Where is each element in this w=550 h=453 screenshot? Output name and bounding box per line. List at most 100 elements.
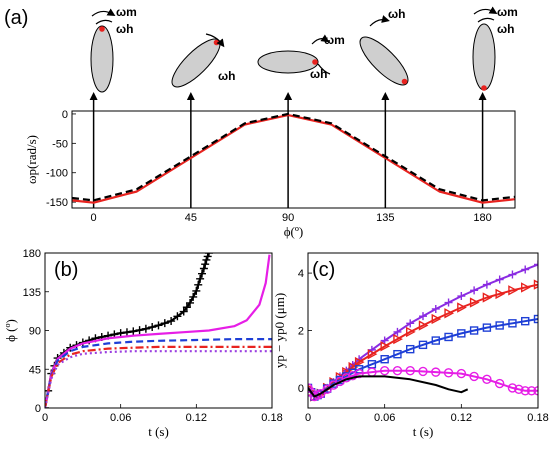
y-axis-label: ϕ (º)	[3, 319, 18, 342]
data-point	[521, 316, 530, 326]
y-tick-label: 0	[298, 383, 304, 395]
data-point	[201, 260, 210, 269]
data-point	[380, 355, 389, 364]
data-point	[444, 308, 455, 319]
data-point	[457, 302, 467, 313]
x-axis-label: ϕ(º)	[284, 224, 304, 239]
y-axis-label: yp − yp0 (μm)	[272, 293, 287, 368]
data-point	[406, 326, 416, 338]
data-point	[194, 280, 203, 289]
data-point	[482, 323, 492, 332]
data-point	[379, 365, 390, 376]
particle-ellipse	[359, 36, 409, 86]
data-point	[482, 374, 492, 384]
data-point	[526, 386, 537, 396]
data-point	[444, 332, 453, 342]
series-line	[308, 375, 469, 398]
data-point	[418, 320, 429, 331]
data-point	[494, 378, 505, 389]
x-tick-label: 45	[185, 212, 197, 224]
data-point	[148, 323, 157, 332]
x-tick-label: 90	[282, 212, 294, 224]
data-point	[431, 336, 440, 345]
data-point	[533, 386, 538, 396]
particle-ellipse	[171, 38, 221, 88]
panel-c-label: (c)	[312, 259, 335, 281]
series-line	[45, 345, 272, 408]
x-tick-label: 0.12	[186, 412, 207, 424]
data-point	[167, 317, 176, 326]
data-point	[520, 386, 530, 396]
omega-h-label: ωh	[388, 7, 405, 21]
data-point	[469, 297, 480, 308]
y-tick-label: -100	[46, 168, 68, 180]
data-point	[354, 368, 364, 379]
particle-ellipse	[257, 50, 319, 74]
data-point	[418, 340, 428, 350]
data-point	[521, 265, 530, 274]
data-point	[469, 326, 479, 335]
omega-m-label: ωm	[116, 5, 137, 19]
omega-m-label: ωm	[324, 33, 345, 47]
x-tick-label: 0	[305, 412, 311, 424]
data-point	[418, 366, 428, 377]
y-tick-label: 4	[298, 268, 304, 280]
series-line	[72, 112, 515, 202]
y-tick-label: 45	[29, 364, 41, 376]
data-point	[534, 260, 538, 269]
omega-m-label: ωm	[497, 5, 518, 19]
x-tick-label: 135	[376, 212, 394, 224]
series-line	[45, 350, 272, 408]
data-point	[160, 319, 169, 328]
x-axis-label: t (s)	[413, 424, 434, 439]
data-point	[457, 292, 466, 301]
particle-ellipse	[472, 23, 496, 91]
data-point	[456, 368, 467, 379]
x-tick-label: 0	[42, 412, 48, 424]
x-tick-label: 180	[473, 212, 491, 224]
data-point	[495, 321, 504, 330]
data-point	[322, 384, 332, 395]
data-point	[508, 270, 517, 279]
omega-h-label: ωh	[218, 69, 235, 83]
data-point	[495, 288, 506, 300]
data-point	[508, 285, 518, 296]
data-point	[186, 298, 195, 307]
data-point	[406, 344, 415, 354]
data-point	[204, 253, 213, 257]
data-point	[192, 286, 201, 295]
y-tick-label: 180	[23, 248, 41, 260]
y-tick-label: 135	[23, 287, 41, 299]
data-point	[508, 319, 517, 328]
data-point	[431, 304, 440, 313]
data-point	[129, 327, 138, 336]
data-point	[431, 313, 442, 325]
series-line	[45, 338, 272, 408]
data-point	[393, 327, 402, 336]
data-point	[189, 292, 198, 301]
data-point	[419, 312, 427, 321]
x-axis-label: t (s)	[148, 424, 169, 439]
data-point	[482, 280, 491, 289]
data-point	[316, 388, 326, 399]
data-point	[470, 286, 479, 295]
data-point	[482, 292, 493, 303]
data-point	[199, 264, 208, 273]
data-point	[457, 329, 466, 338]
x-tick-label: 0.18	[261, 412, 282, 424]
data-point	[173, 312, 182, 321]
data-point	[182, 303, 191, 312]
y-tick-label: 0	[35, 403, 41, 415]
y-tick-label: 90	[29, 326, 41, 338]
data-point	[469, 371, 479, 382]
plot-frame	[71, 110, 516, 209]
data-point	[507, 383, 518, 393]
data-point	[393, 333, 403, 345]
particle-sketches: ωm ωh ωh ωm ωh ωh ωm ωh	[90, 5, 518, 93]
data-point	[533, 279, 538, 290]
data-point	[393, 349, 402, 359]
data-point	[431, 367, 441, 377]
data-point	[367, 349, 378, 360]
panel-b-plot: 0 0.06 0.12 0.18 0 45 90 135 180 t (s) ϕ (º)	[3, 248, 283, 439]
